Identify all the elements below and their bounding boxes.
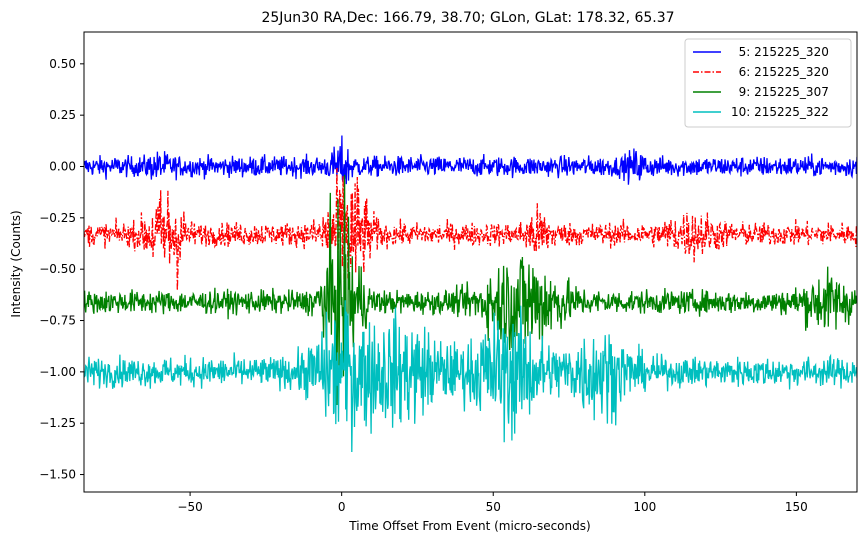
y-tick-label: −0.75 (39, 314, 76, 328)
y-tick-label: −0.25 (39, 211, 76, 225)
x-tick-label: 150 (785, 500, 808, 514)
legend-label: 5: 215225_320 (731, 45, 829, 59)
legend-label: 9: 215225_307 (731, 85, 829, 99)
series-line-2 (84, 174, 857, 406)
plot-area (83, 31, 858, 493)
legend-label: 10: 215225_322 (731, 105, 829, 119)
x-tick-label: −50 (177, 500, 202, 514)
legend-label: 6: 215225_320 (731, 65, 829, 79)
axes-frame (83, 31, 858, 493)
x-tick-label: 100 (633, 500, 656, 514)
x-tick-label: 0 (338, 500, 346, 514)
series-line-3 (84, 300, 857, 453)
series-line-1 (84, 167, 857, 291)
x-axis-label: Time Offset From Event (micro-seconds) (348, 519, 590, 533)
y-axis-label: Intensity (Counts) (9, 210, 23, 317)
y-tick-label: −1.00 (39, 365, 76, 379)
legend: 5: 215225_320 6: 215225_320 9: 215225_30… (684, 38, 852, 128)
y-tick-label: 0.00 (49, 160, 76, 174)
x-axis: −50 0 50 100 150 (177, 492, 808, 514)
y-tick-label: 0.25 (49, 108, 76, 122)
x-tick-label: 50 (486, 500, 501, 514)
series-line-0 (84, 135, 857, 185)
y-axis: 0.50 0.25 0.00 −0.25 −0.50 −0.75 −1.00 −1.25 −1.… (39, 57, 84, 482)
y-tick-label: −0.50 (39, 262, 76, 276)
y-tick-label: −1.25 (39, 416, 76, 430)
chart-title: 25Jun30 RA,Dec: 166.79, 38.70; GLon, GLa… (261, 10, 674, 26)
y-tick-label: 0.50 (49, 57, 76, 71)
y-tick-label: −1.50 (39, 468, 76, 482)
legend-box (684, 38, 852, 128)
